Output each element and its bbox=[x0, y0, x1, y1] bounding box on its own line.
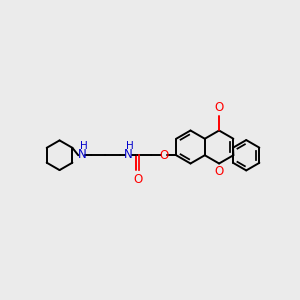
Text: O: O bbox=[214, 165, 224, 178]
Text: O: O bbox=[214, 100, 224, 114]
Text: O: O bbox=[159, 149, 169, 162]
Text: O: O bbox=[133, 173, 142, 186]
Text: N: N bbox=[124, 148, 133, 160]
Text: H: H bbox=[80, 141, 88, 151]
Text: N: N bbox=[77, 148, 86, 160]
Text: H: H bbox=[126, 141, 134, 151]
